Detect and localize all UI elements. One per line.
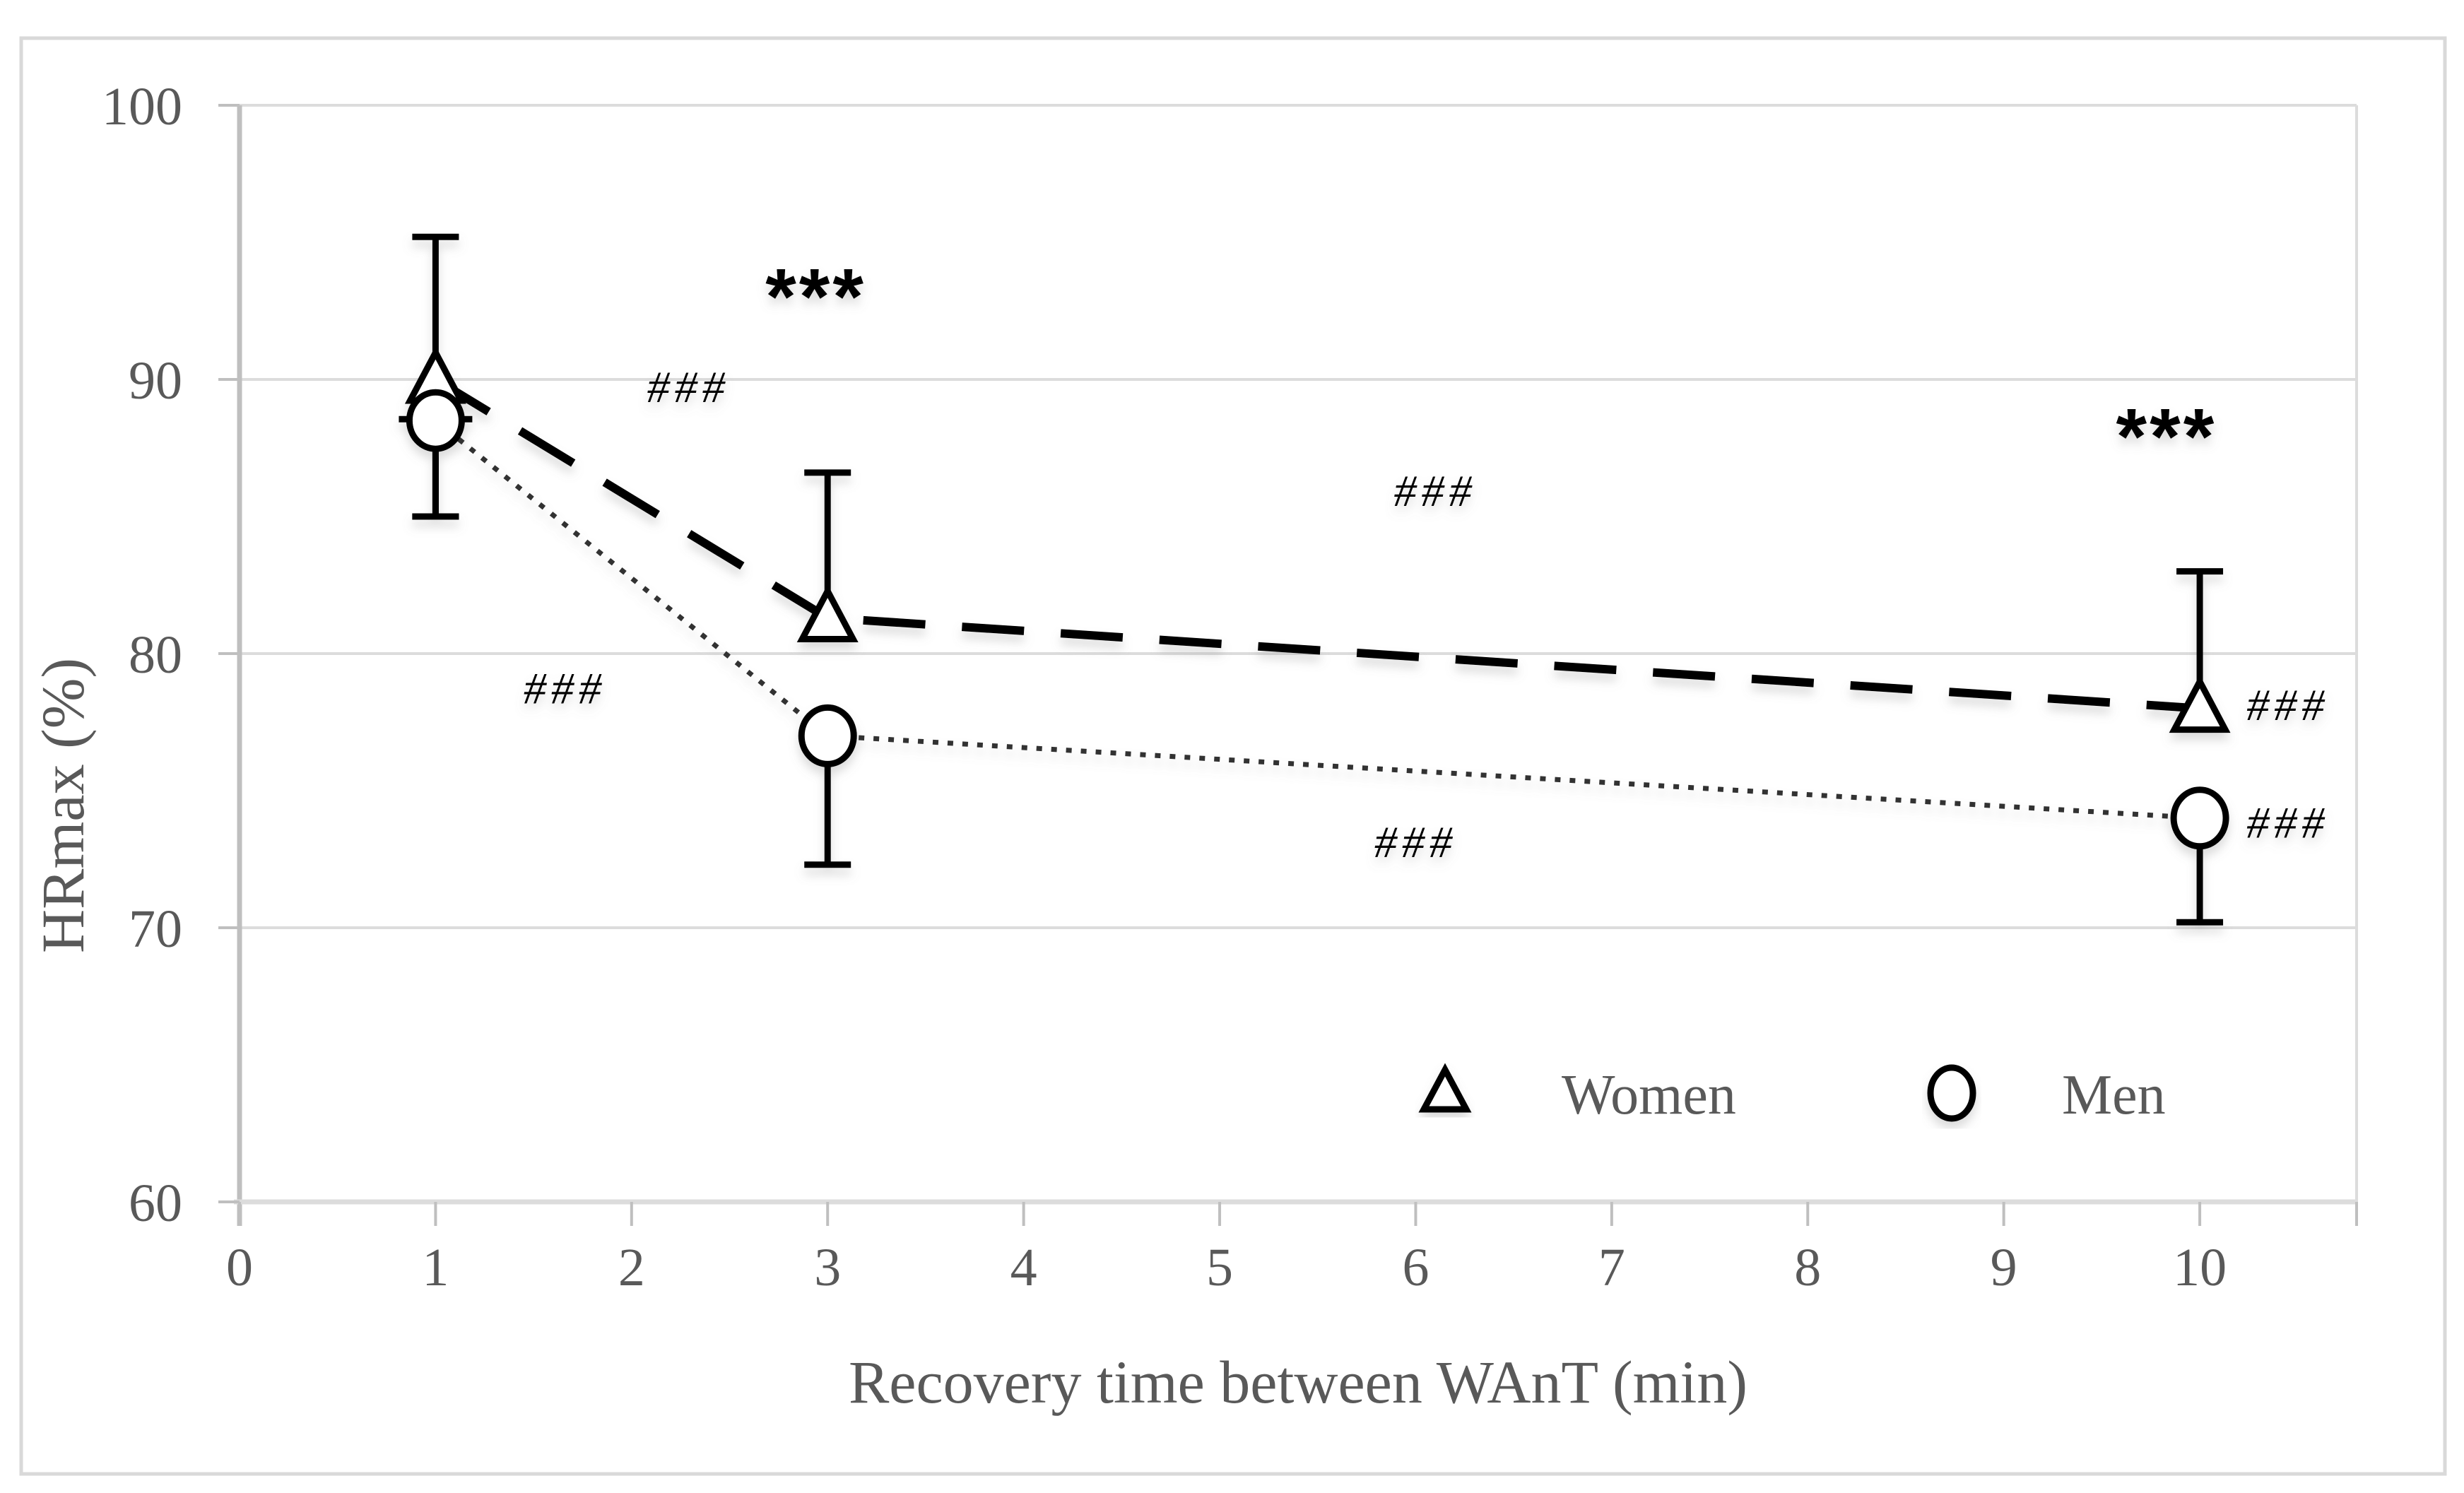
annotation-hashes-2: ### <box>524 663 606 714</box>
series-markers <box>404 346 2231 850</box>
annotation-hashes-6: ### <box>2246 680 2329 730</box>
marker-circle-men-x3 <box>798 704 857 767</box>
x-tick-label-0: 0 <box>226 1238 253 1297</box>
legend-men-circle-marker-icon <box>1927 1064 1976 1122</box>
y-axis-title: HRmax (%) <box>29 658 97 953</box>
x-tick-label-7: 7 <box>1598 1238 1625 1297</box>
annotation-stars-5: *** <box>2116 393 2217 481</box>
legend-item-men: Men <box>1869 1064 2166 1126</box>
series-lines <box>433 375 2200 821</box>
y-tick-label-100: 100 <box>102 77 182 136</box>
marker-circle-men-x1 <box>406 389 465 452</box>
x-tick-label-2: 2 <box>618 1238 645 1297</box>
y-tick-labels: 60 70 80 90 100 <box>102 77 182 1233</box>
marker-triangle-women-x3 <box>796 584 859 643</box>
x-axis-title: Recovery time between WAnT (min) <box>849 1348 1747 1416</box>
legend-men-label: Men <box>2062 1064 2166 1126</box>
annotation-hashes-4: ### <box>1374 817 1457 867</box>
axes <box>218 104 2358 1226</box>
x-tick-label-1: 1 <box>422 1238 449 1297</box>
series-line-men <box>434 418 2200 821</box>
x-tick-label-3: 3 <box>814 1238 841 1297</box>
x-tick-label-5: 5 <box>1206 1238 1233 1297</box>
series-line-women <box>433 375 2200 713</box>
annotations: *** ### ### ### ### *** ### ### <box>524 253 2329 867</box>
x-tick-label-8: 8 <box>1794 1238 1821 1297</box>
annotation-hashes-3: ### <box>1394 466 1477 516</box>
figure-border <box>19 36 2447 1476</box>
legend-women-triangle-marker-icon <box>1418 1063 1472 1113</box>
y-tick-label-70: 70 <box>129 899 182 959</box>
legend: Women Men <box>1353 1063 2166 1126</box>
x-tick-label-6: 6 <box>1402 1238 1429 1297</box>
marker-circle-men-x10 <box>2170 786 2229 850</box>
y-tick-label-60: 60 <box>129 1174 182 1233</box>
marker-triangle-women-x10 <box>2169 674 2231 733</box>
annotation-hashes-7: ### <box>2246 798 2329 848</box>
y-tick-label-80: 80 <box>129 625 182 685</box>
annotation-hashes-1: ### <box>647 362 730 412</box>
x-tick-label-10: 10 <box>2173 1238 2227 1297</box>
y-tick-label-90: 90 <box>129 351 182 411</box>
x-tick-label-9: 9 <box>1991 1238 2017 1297</box>
x-tick-label-4: 4 <box>1010 1238 1037 1297</box>
annotation-stars-0: *** <box>765 253 866 341</box>
legend-item-women: Women <box>1353 1063 1736 1126</box>
x-tick-labels: 0 1 2 3 4 5 6 7 8 9 10 <box>226 1238 2227 1297</box>
legend-women-label: Women <box>1562 1064 1736 1126</box>
